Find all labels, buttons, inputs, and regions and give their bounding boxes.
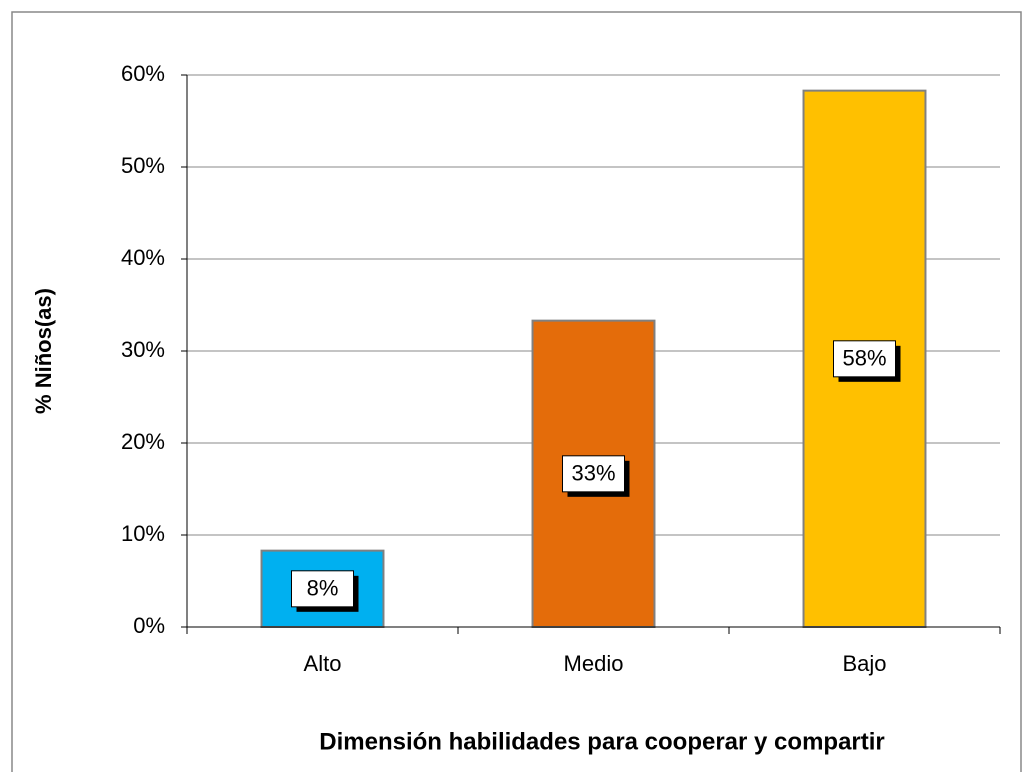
y-tick-label: 20%	[121, 429, 165, 454]
data-label: 8%	[307, 576, 339, 601]
data-label-box	[833, 340, 896, 378]
y-tick-label: 0%	[133, 613, 165, 638]
y-axis-label: % Niños(as)	[31, 288, 56, 414]
y-tick-label: 50%	[121, 153, 165, 178]
y-tick-label: 30%	[121, 337, 165, 362]
x-tick-label: Medio	[564, 651, 624, 676]
data-label-box	[562, 455, 625, 493]
data-label: 33%	[571, 461, 615, 486]
y-tick-label: 40%	[121, 245, 165, 270]
x-tick-label: Bajo	[842, 651, 886, 676]
data-label-box	[291, 570, 354, 608]
y-tick-label: 10%	[121, 521, 165, 546]
data-label: 58%	[842, 346, 886, 371]
x-axis-label: Dimensión habilidades para cooperar y co…	[319, 728, 885, 755]
x-tick-label: Alto	[304, 651, 342, 676]
y-tick-label: 60%	[121, 61, 165, 86]
